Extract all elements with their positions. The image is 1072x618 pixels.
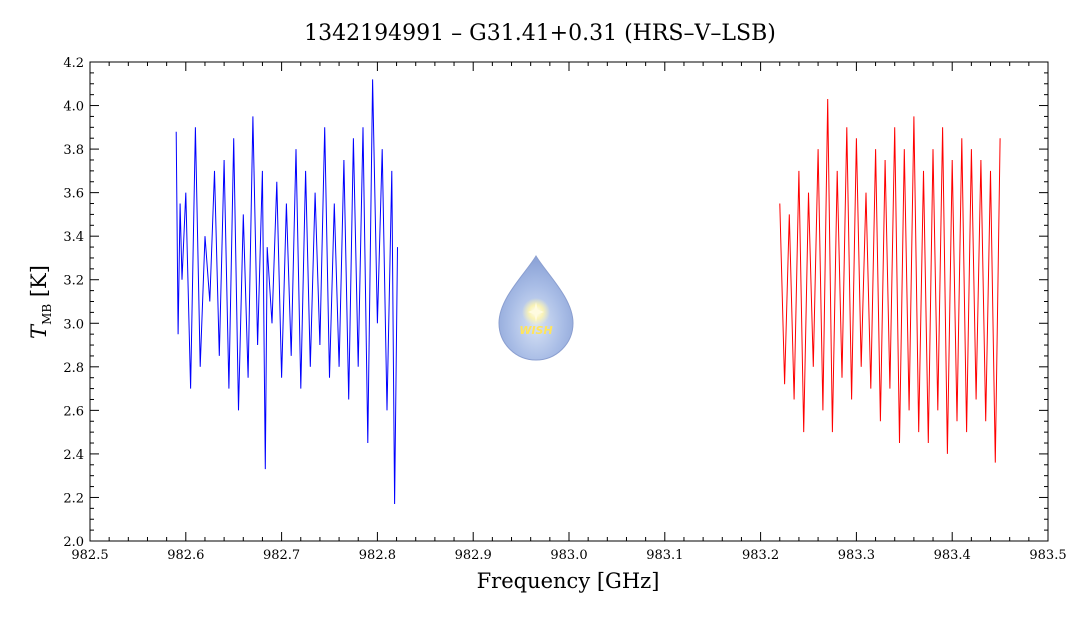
x-tick-label: 983.2 — [742, 548, 779, 563]
logo-text: WISH — [519, 324, 552, 337]
x-tick-label: 982.9 — [455, 548, 492, 563]
y-tick-label: 2.2 — [63, 491, 84, 506]
x-tick-labels: 982.5 982.6 982.7 982.8 982.9 983.0 983.1 983.2… — [71, 548, 1066, 563]
x-tick-label: 983.5 — [1029, 548, 1066, 563]
y-axis-label: TMB [K] — [27, 265, 54, 339]
x-tick-label: 983.1 — [646, 548, 683, 563]
y-tick-label: 2.8 — [63, 361, 84, 376]
y-axis-unit: [K] — [27, 265, 51, 304]
y-tick-label: 3.6 — [63, 187, 84, 202]
y-tick-label: 2.4 — [63, 448, 84, 463]
series-line-2 — [779, 98, 1001, 463]
star-icon — [528, 302, 544, 322]
plot-frame — [89, 61, 1049, 542]
x-tick-label: 982.7 — [263, 548, 300, 563]
wish-logo: WISH — [498, 255, 574, 361]
series-line-1 — [175, 79, 398, 505]
x-tick-label: 982.5 — [71, 548, 108, 563]
y-tick-label: 3.8 — [63, 143, 84, 158]
y-tick-label: 4.2 — [63, 56, 84, 71]
ticks-layer — [89, 61, 1049, 542]
x-tick-label: 982.8 — [359, 548, 396, 563]
x-tick-label: 983.0 — [550, 548, 587, 563]
y-tick-label: 2.6 — [63, 404, 84, 419]
y-tick-label: 2.0 — [63, 535, 84, 550]
y-tick-labels: 2.0 2.2 2.4 2.6 2.8 3.0 3.2 3.4 3.6 3.8 4.0 4.2 — [63, 56, 84, 550]
series-layer — [175, 79, 1001, 505]
x-tick-label: 982.6 — [167, 548, 204, 563]
y-tick-label: 4.0 — [63, 100, 84, 115]
x-tick-label: 983.4 — [934, 548, 971, 563]
svg-text:TMB [K]: TMB [K] — [27, 265, 54, 339]
y-axis-subscript: MB — [40, 304, 54, 325]
y-tick-label: 3.0 — [63, 317, 84, 332]
x-tick-label: 983.3 — [838, 548, 875, 563]
y-tick-label: 3.2 — [63, 274, 84, 289]
y-axis-symbol: T — [27, 323, 51, 339]
chart-title: 1342194991 – G31.41+0.31 (HRS–V–LSB) — [304, 21, 776, 46]
y-tick-label: 3.4 — [63, 230, 84, 245]
x-axis-label: Frequency [GHz] — [477, 569, 660, 593]
